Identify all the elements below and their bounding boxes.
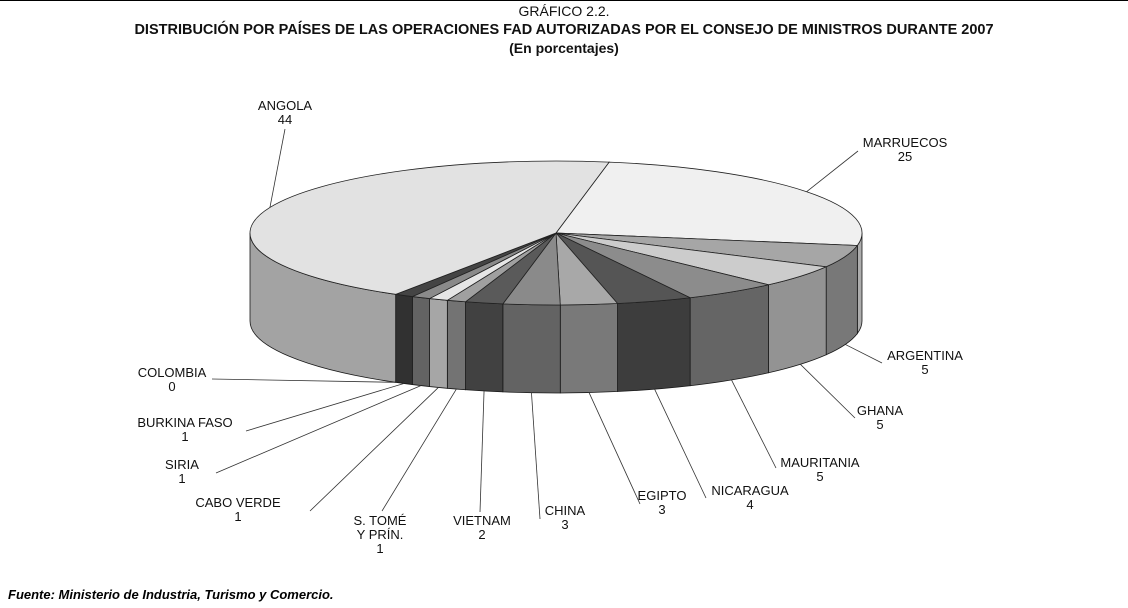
leader-line (479, 390, 485, 513)
value-label: 44 (277, 112, 293, 127)
value-label: 4 (746, 497, 754, 512)
category-label: CHINA (544, 503, 586, 518)
slice-side (559, 303, 618, 394)
slice-side (502, 303, 561, 394)
slice-side (856, 232, 863, 335)
slice-label: CABO VERDE 1 (195, 496, 280, 524)
slice-side (429, 298, 448, 389)
slice-label: GHANA 5 (857, 404, 903, 432)
slice-label: VIETNAM 2 (453, 514, 511, 542)
leader-line (381, 388, 457, 512)
value-label: 1 (234, 509, 242, 524)
slice-side (465, 301, 504, 393)
category-label: ARGENTINA (887, 348, 963, 363)
category-label: VIETNAM (453, 513, 511, 528)
value-label: 1 (376, 541, 384, 556)
leader-line (211, 378, 396, 383)
slice-label: MAURITANIA 5 (780, 456, 859, 484)
leader-line (588, 392, 641, 505)
leader-line (800, 364, 856, 419)
leader-line (245, 383, 405, 432)
value-label: 3 (561, 517, 569, 532)
slice-label: S. TOMÉ Y PRÍN. 1 (350, 514, 410, 556)
slice-label: NICARAGUA 4 (711, 484, 788, 512)
value-label: 2 (478, 527, 486, 542)
leader-line (531, 392, 541, 520)
slice-side (617, 297, 691, 392)
slice-label: BURKINA FASO 1 (137, 416, 232, 444)
slice-top (555, 161, 863, 246)
category-label: S. TOMÉ Y PRÍN. (353, 513, 407, 542)
category-label: MARRUECOS (862, 135, 948, 150)
category-label: NICARAGUA (711, 483, 789, 498)
category-label: COLOMBIA (137, 365, 207, 380)
value-label: 1 (178, 471, 186, 486)
category-label: BURKINA FASO (137, 415, 233, 430)
leader-line (806, 150, 859, 193)
value-label: 3 (658, 502, 666, 517)
leader-line (309, 387, 439, 512)
chart-title: DISTRIBUCIÓN POR PAÍSES DE LAS OPERACION… (134, 22, 994, 38)
leader-line (845, 344, 883, 364)
slice-label: COLOMBIA 0 (138, 366, 207, 394)
leader-line (731, 379, 777, 469)
leader-line (654, 388, 707, 499)
category-label: EGIPTO (637, 488, 687, 503)
value-label: 1 (181, 429, 189, 444)
figure-label: GRÁFICO 2.2. (518, 3, 610, 19)
value-label: 0 (168, 379, 176, 394)
source-note: Fuente: Ministerio de Industria, Turismo… (8, 587, 334, 602)
slice-label: SIRIA 1 (165, 458, 199, 486)
slice-label: ANGOLA 44 (258, 99, 312, 127)
slice-side (411, 296, 430, 388)
value-label: 25 (897, 149, 913, 164)
slice-label: ARGENTINA 5 (887, 349, 963, 377)
value-label: 5 (921, 362, 929, 377)
category-label: GHANA (856, 403, 904, 418)
slice-label: MARRUECOS 25 (863, 136, 948, 164)
slice-label: CHINA 3 (545, 504, 585, 532)
category-label: MAURITANIA (780, 455, 860, 470)
category-label: CABO VERDE (195, 495, 281, 510)
slice-side (395, 293, 413, 386)
category-label: ANGOLA (257, 98, 313, 113)
chart-subtitle: (En porcentajes) (509, 40, 619, 56)
value-label: 5 (876, 417, 884, 432)
slice-side (446, 299, 466, 391)
category-label: SIRIA (165, 457, 199, 472)
value-label: 5 (816, 469, 824, 484)
slice-label: EGIPTO 3 (638, 489, 687, 517)
slice-side (689, 284, 769, 387)
leader-line (215, 385, 422, 474)
leader-line (269, 128, 286, 208)
